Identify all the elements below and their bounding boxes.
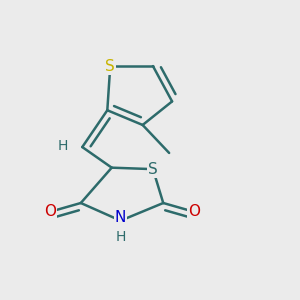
Text: O: O — [44, 204, 56, 219]
Text: O: O — [188, 204, 200, 219]
Text: N: N — [115, 210, 126, 225]
Text: H: H — [58, 139, 68, 153]
Text: H: H — [116, 230, 126, 244]
Text: S: S — [105, 58, 115, 74]
Text: S: S — [148, 162, 158, 177]
